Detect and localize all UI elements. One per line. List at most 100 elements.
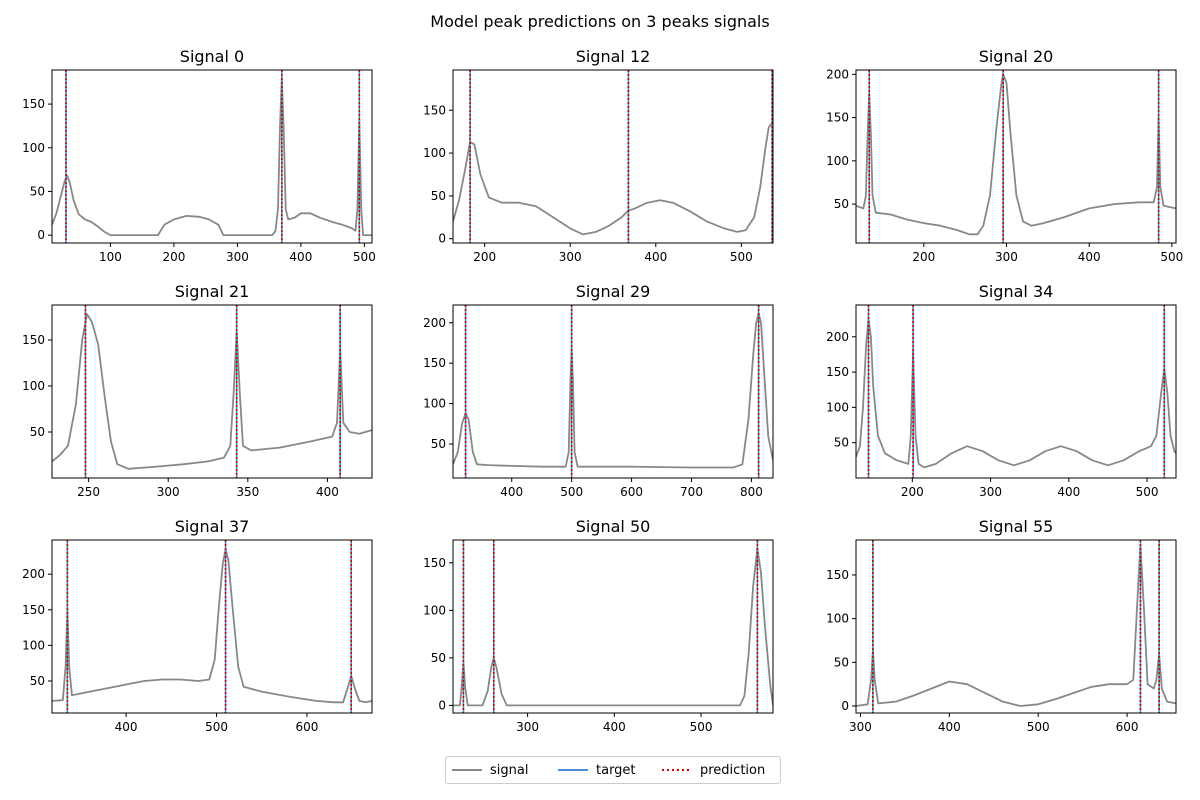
subplot-title: Signal 50 <box>576 517 651 536</box>
y-tick-label: 50 <box>834 197 849 211</box>
x-tick-label: 500 <box>560 485 583 499</box>
y-tick-label: 100 <box>22 638 45 652</box>
subplot-8: Signal 55 300 400 500 600 0 50 100 150 <box>826 517 1177 734</box>
subplot-4: Signal 29 400 500 600 700 800 50 100 150 200 <box>423 282 774 499</box>
y-tick-label: 0 <box>438 698 446 712</box>
y-tick-label: 100 <box>423 397 446 411</box>
subplot-5: Signal 34 200 300 400 500 50 100 150 200 <box>826 282 1177 499</box>
x-tick-label: 200 <box>473 250 496 264</box>
x-tick-label: 400 <box>316 485 339 499</box>
y-tick-label: 100 <box>826 400 849 414</box>
figure-title: Model peak predictions on 3 peaks signal… <box>430 12 770 31</box>
subplot-title: Signal 55 <box>979 517 1054 536</box>
y-tick-label: 150 <box>423 356 446 370</box>
x-tick-label: 500 <box>205 720 228 734</box>
plot-area <box>453 305 773 478</box>
signal-line <box>856 543 1176 707</box>
signal-line <box>52 548 372 704</box>
y-tick-label: 150 <box>423 103 446 117</box>
x-tick-label: 200 <box>901 485 924 499</box>
x-tick-label: 500 <box>690 720 713 734</box>
signal-line <box>453 547 773 707</box>
axes-frame <box>452 539 774 714</box>
y-tick-label: 150 <box>423 556 446 570</box>
x-tick-label: 400 <box>115 720 138 734</box>
x-tick-label: 100 <box>99 250 122 264</box>
legend-item-signal: signal <box>452 757 528 783</box>
x-tick-label: 300 <box>995 250 1018 264</box>
y-tick-label: 0 <box>438 232 446 246</box>
x-tick-label: 800 <box>740 485 763 499</box>
axes-frame <box>855 69 1177 244</box>
x-tick-label: 400 <box>1078 250 1101 264</box>
x-tick-label: 500 <box>1160 250 1183 264</box>
plot-area <box>52 70 372 243</box>
x-tick-label: 400 <box>603 720 626 734</box>
y-tick-label: 0 <box>37 228 45 242</box>
y-tick-label: 200 <box>826 67 849 81</box>
plot-area <box>453 540 773 713</box>
signal-line <box>856 73 1176 236</box>
x-tick-label: 300 <box>516 720 539 734</box>
y-tick-label: 100 <box>22 379 45 393</box>
y-tick-label: 100 <box>22 141 45 155</box>
plot-area <box>856 70 1176 243</box>
subplot-7: Signal 50 300 400 500 0 50 100 150 <box>423 517 774 734</box>
y-tick-label: 100 <box>423 603 446 617</box>
y-tick-label: 50 <box>30 425 45 439</box>
subplot-title: Signal 34 <box>979 282 1054 301</box>
subplot-title: Signal 12 <box>576 47 651 66</box>
signal-line <box>856 318 1176 469</box>
x-tick-label: 300 <box>226 250 249 264</box>
x-tick-label: 300 <box>979 485 1002 499</box>
y-tick-label: 50 <box>431 651 446 665</box>
y-tick-label: 100 <box>423 146 446 160</box>
y-tick-label: 100 <box>826 612 849 626</box>
plot-area <box>856 305 1176 478</box>
y-tick-label: 150 <box>22 333 45 347</box>
signal-line <box>52 77 372 237</box>
subplot-title: Signal 20 <box>979 47 1054 66</box>
y-tick-label: 150 <box>22 603 45 617</box>
subplot-title: Signal 29 <box>576 282 651 301</box>
legend-swatch-signal <box>452 769 482 771</box>
plot-area <box>453 70 773 243</box>
signal-line <box>52 313 372 470</box>
x-tick-label: 200 <box>912 250 935 264</box>
x-tick-label: 400 <box>1057 485 1080 499</box>
y-tick-label: 200 <box>826 330 849 344</box>
x-tick-label: 500 <box>1136 485 1159 499</box>
y-tick-label: 50 <box>431 189 446 203</box>
y-tick-label: 100 <box>826 154 849 168</box>
x-tick-label: 350 <box>236 485 259 499</box>
x-tick-label: 500 <box>353 250 376 264</box>
x-tick-label: 500 <box>730 250 753 264</box>
x-tick-label: 250 <box>77 485 100 499</box>
y-tick-label: 50 <box>30 674 45 688</box>
x-tick-label: 300 <box>559 250 582 264</box>
y-tick-label: 50 <box>834 655 849 669</box>
x-tick-label: 300 <box>849 720 872 734</box>
legend-swatch-prediction <box>662 769 692 771</box>
legend-label-prediction: prediction <box>700 762 766 778</box>
x-tick-label: 600 <box>1116 720 1139 734</box>
signal-line <box>453 312 773 469</box>
axes-frame <box>51 539 373 714</box>
legend-label-target: target <box>596 762 636 778</box>
y-tick-label: 150 <box>22 97 45 111</box>
subplot-3: Signal 21 250 300 350 400 50 100 150 <box>22 282 373 499</box>
x-tick-label: 400 <box>938 720 961 734</box>
y-tick-label: 150 <box>826 111 849 125</box>
axes-frame <box>51 304 373 479</box>
subplot-title: Signal 21 <box>175 282 250 301</box>
x-tick-label: 700 <box>680 485 703 499</box>
legend-swatch-target <box>558 769 588 771</box>
plot-area <box>52 540 372 713</box>
legend: signal target prediction <box>445 756 781 784</box>
plot-area <box>856 540 1176 713</box>
x-tick-label: 300 <box>157 485 180 499</box>
y-tick-label: 150 <box>826 568 849 582</box>
x-tick-label: 200 <box>162 250 185 264</box>
subplot-title: Signal 0 <box>180 47 244 66</box>
